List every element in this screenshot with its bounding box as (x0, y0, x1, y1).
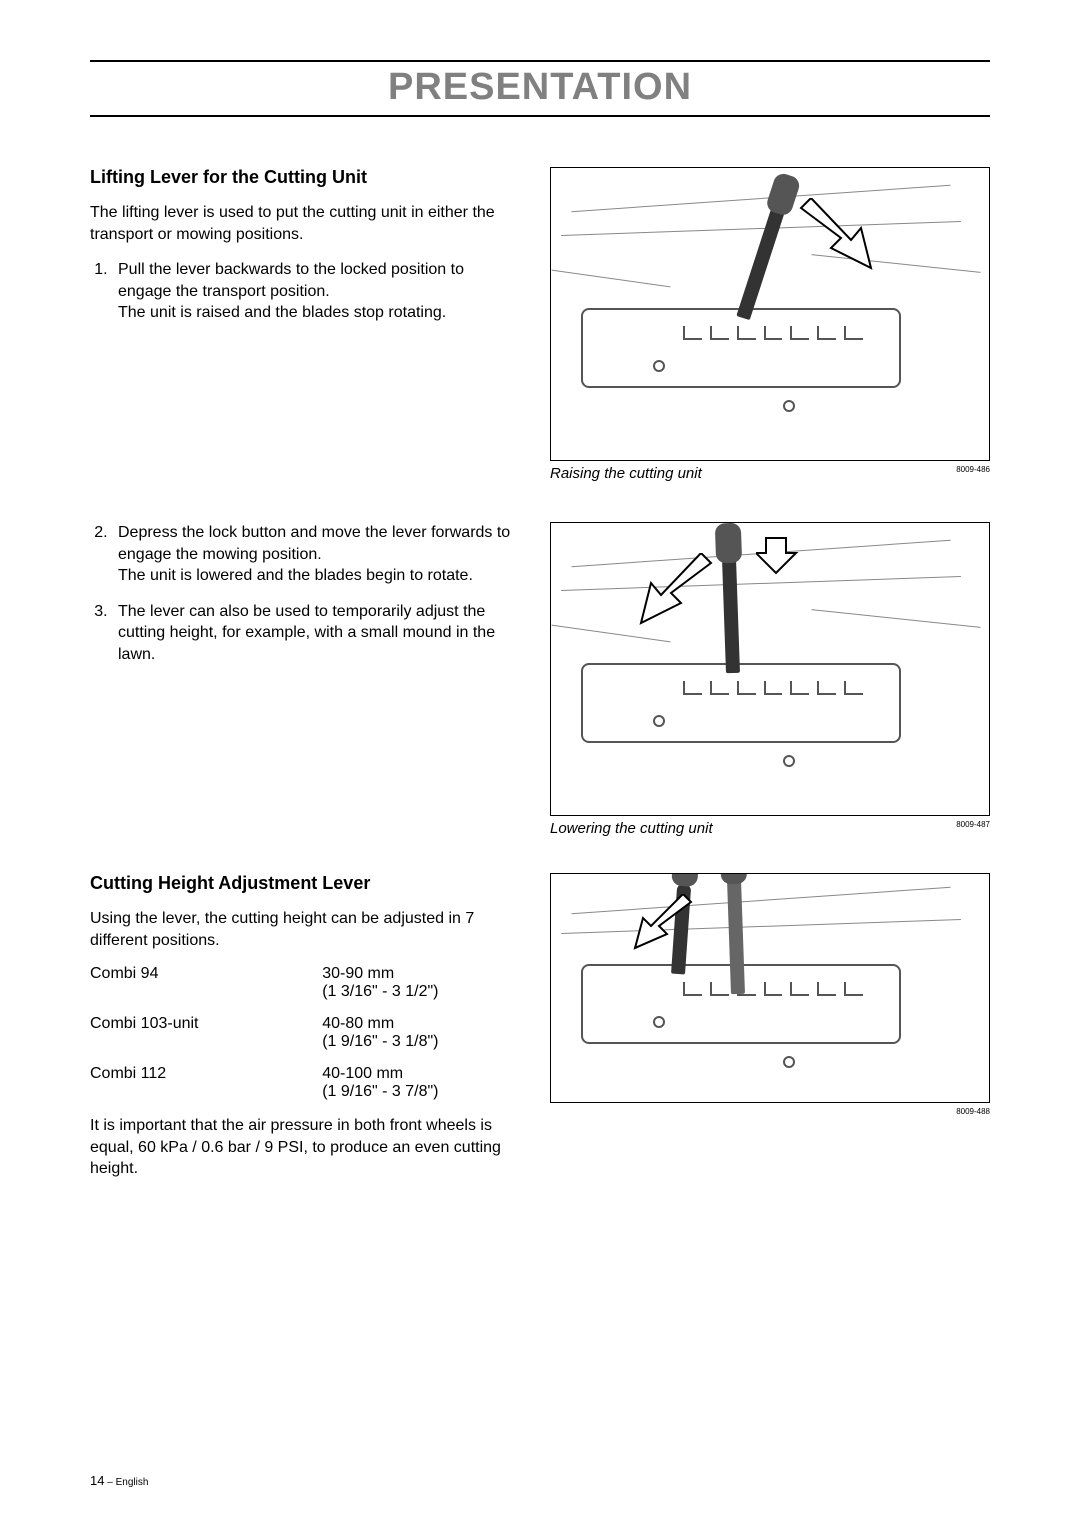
cell-values: 30-90 mm (1 3/16" - 3 1/2") (322, 965, 520, 1001)
rule-top (90, 60, 990, 62)
col-text: Depress the lock button and move the lev… (90, 522, 520, 837)
page-footer: 14 – English (90, 1473, 148, 1488)
caption-row: Lowering the cutting unit 8009-487 (550, 820, 990, 837)
step-3-text: The lever can also be used to temporaril… (118, 601, 520, 666)
step-2: Depress the lock button and move the lev… (112, 522, 520, 587)
table-row: Combi 103-unit 40-80 mm (1 9/16" - 3 1/8… (90, 1015, 520, 1051)
figure-id: 8009-487 (956, 820, 990, 829)
cell-v1: 30-90 mm (322, 965, 520, 983)
lever-panel (581, 663, 901, 743)
col-figure: Raising the cutting unit 8009-486 (550, 167, 990, 482)
page-number: 14 (90, 1473, 104, 1488)
cell-label: Combi 103-unit (90, 1015, 322, 1051)
knob-icon (783, 1056, 795, 1068)
panel-slots (683, 982, 863, 1000)
pressure-note: It is important that the air pressure in… (90, 1115, 520, 1180)
panel-slots (683, 681, 863, 699)
footer-lang: English (116, 1477, 149, 1488)
section-lowering: Depress the lock button and move the lev… (90, 522, 990, 837)
step-1-line2: The unit is raised and the blades stop r… (118, 302, 520, 324)
cell-label: Combi 112 (90, 1065, 322, 1101)
cell-values: 40-100 mm (1 9/16" - 3 7/8") (322, 1065, 520, 1101)
knob-icon (653, 715, 665, 727)
table-row: Combi 112 40-100 mm (1 9/16" - 3 7/8") (90, 1065, 520, 1101)
table-row: Combi 94 30-90 mm (1 3/16" - 3 1/2") (90, 965, 520, 1001)
steps-list-continued: Depress the lock button and move the lev… (90, 522, 520, 666)
step-3: The lever can also be used to temporaril… (112, 601, 520, 666)
rule-bottom (90, 115, 990, 117)
figure-lowering (550, 522, 990, 816)
knob-icon (783, 400, 795, 412)
figure-id: 8009-488 (956, 1107, 990, 1116)
heading-height: Cutting Height Adjustment Lever (90, 873, 520, 894)
cell-values: 40-80 mm (1 9/16" - 3 1/8") (322, 1015, 520, 1051)
heading-lifting-lever: Lifting Lever for the Cutting Unit (90, 167, 520, 188)
figure-id: 8009-486 (956, 465, 990, 474)
figure-raising (550, 167, 990, 461)
cell-v1: 40-100 mm (322, 1065, 520, 1083)
section-height-adjust: Cutting Height Adjustment Lever Using th… (90, 873, 990, 1194)
cell-v2: (1 3/16" - 3 1/2") (322, 983, 520, 1001)
arrow-icon (611, 894, 701, 964)
figure-caption: Lowering the cutting unit (550, 820, 713, 837)
steps-list: Pull the lever backwards to the locked p… (90, 259, 520, 324)
col-figure: 8009-488 (550, 873, 990, 1194)
height-table: Combi 94 30-90 mm (1 3/16" - 3 1/2") Com… (90, 965, 520, 1101)
knob-icon (653, 1016, 665, 1028)
lever-panel (581, 308, 901, 388)
cell-v2: (1 9/16" - 3 7/8") (322, 1083, 520, 1101)
panel-slots (683, 326, 863, 344)
arrow-icon (781, 198, 901, 288)
col-figure: Lowering the cutting unit 8009-487 (550, 522, 990, 837)
caption-row: Raising the cutting unit 8009-486 (550, 465, 990, 482)
figure-caption: Raising the cutting unit (550, 465, 702, 482)
cell-v2: (1 9/16" - 3 1/8") (322, 1033, 520, 1051)
press-arrow-icon (756, 533, 806, 583)
cell-v1: 40-80 mm (322, 1015, 520, 1033)
height-intro: Using the lever, the cutting height can … (90, 908, 520, 951)
caption-row: 8009-488 (550, 1107, 990, 1116)
figure-height-lever (550, 873, 990, 1103)
intro-para: The lifting lever is used to put the cut… (90, 202, 520, 245)
step-1-line1: Pull the lever backwards to the locked p… (118, 259, 520, 302)
col-text: Lifting Lever for the Cutting Unit The l… (90, 167, 520, 482)
knob-icon (653, 360, 665, 372)
footer-sep: – (104, 1477, 115, 1488)
page-title: PRESENTATION (90, 66, 990, 109)
col-text: Cutting Height Adjustment Lever Using th… (90, 873, 520, 1194)
step-1: Pull the lever backwards to the locked p… (112, 259, 520, 324)
knob-icon (783, 755, 795, 767)
arrow-icon (611, 553, 721, 643)
section-lifting-lever: Lifting Lever for the Cutting Unit The l… (90, 167, 990, 482)
step-2-line2: The unit is lowered and the blades begin… (118, 565, 520, 587)
step-2-line1: Depress the lock button and move the lev… (118, 522, 520, 565)
shaft (879, 815, 949, 816)
content: Lifting Lever for the Cutting Unit The l… (90, 167, 990, 1194)
shaft (879, 460, 949, 461)
cell-label: Combi 94 (90, 965, 322, 1001)
